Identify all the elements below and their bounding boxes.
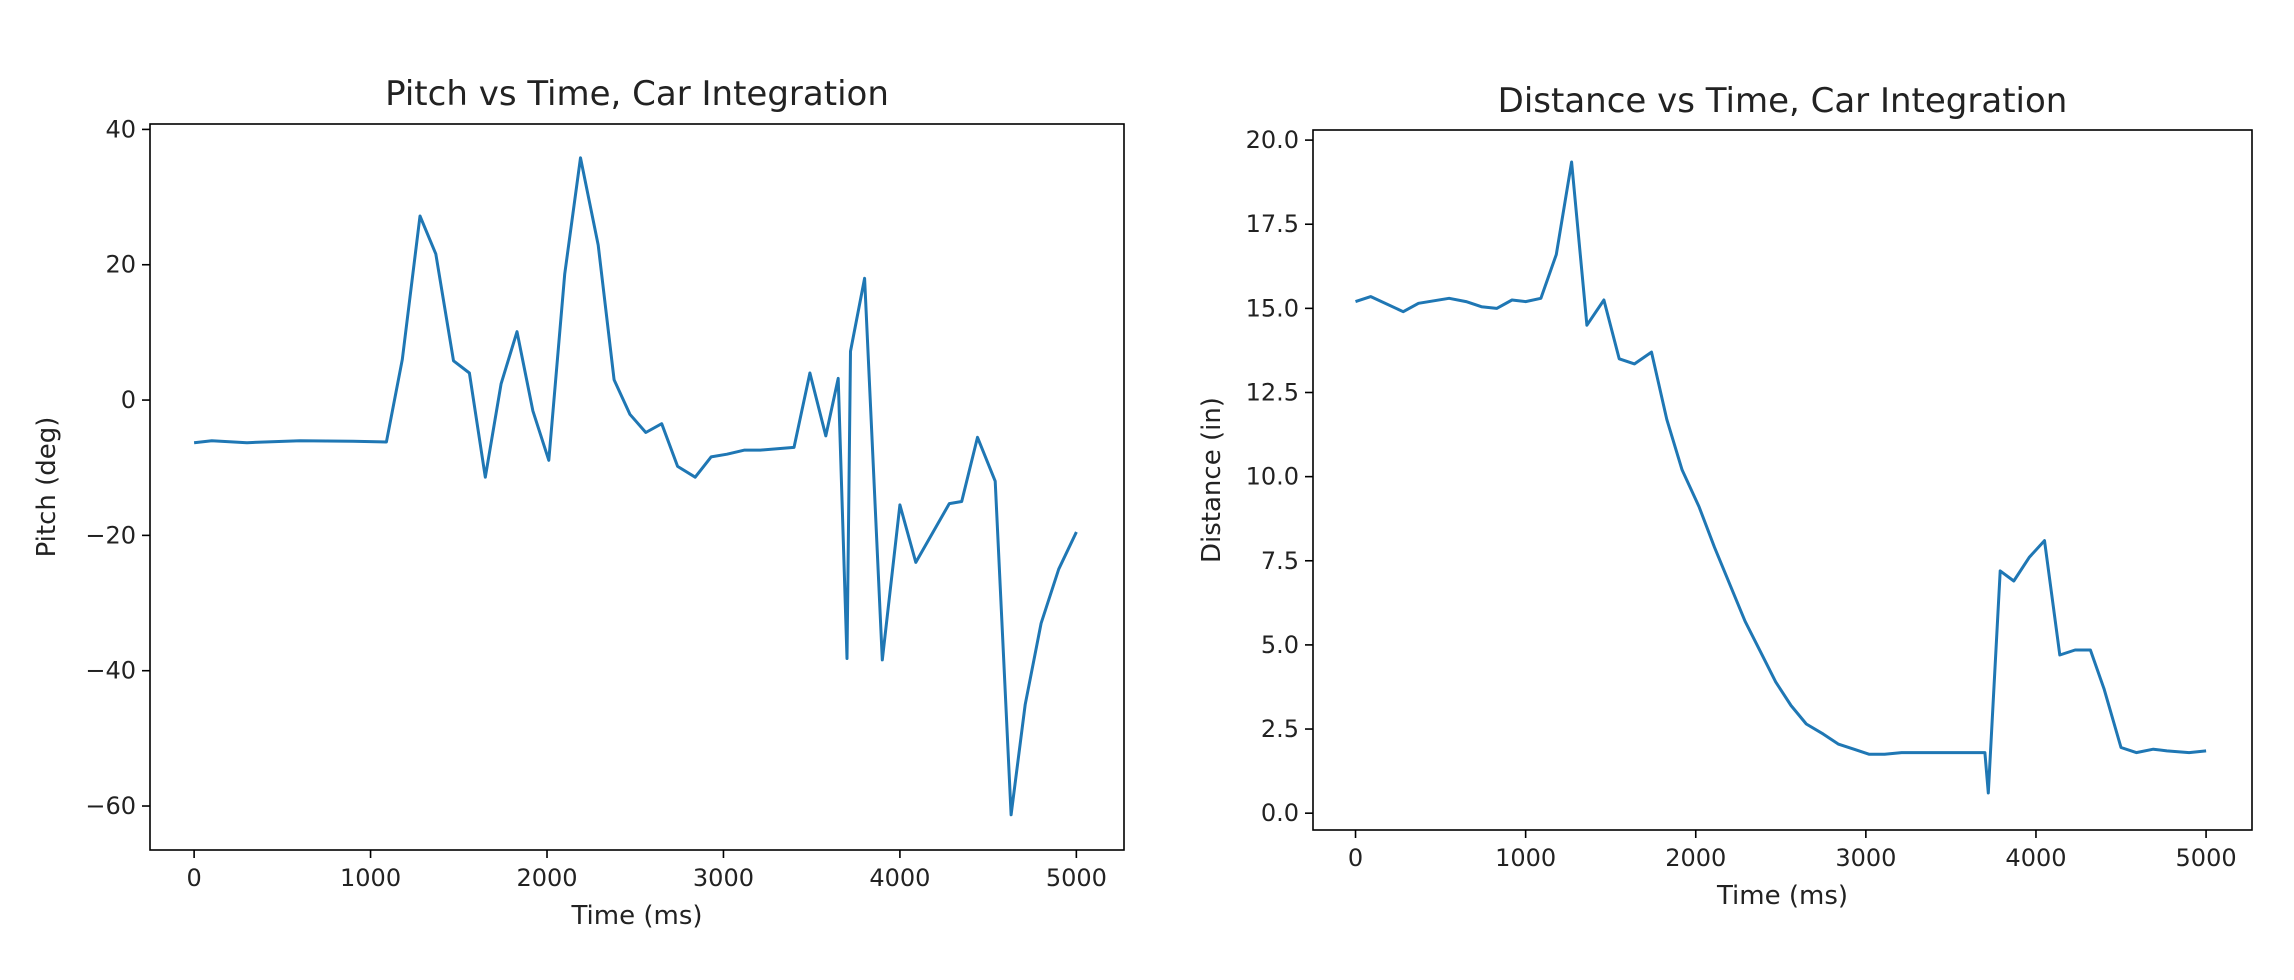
distance-x-axis-label: Time (ms)	[1716, 881, 1848, 911]
pitch-chart: Pitch vs Time, Car Integration 0 1000 2000 3…	[32, 74, 1125, 931]
pitch-x-tick-label: 3000	[693, 864, 754, 892]
pitch-y-tick-label: 20	[105, 251, 136, 279]
pitch-x-tick-label: 5000	[1046, 864, 1107, 892]
pitch-y-tick-label: 0	[121, 386, 136, 414]
distance-series-line	[1355, 160, 2207, 795]
distance-x-tick-label: 1000	[1495, 844, 1556, 872]
pitch-axes-frame	[149, 123, 1125, 851]
pitch-y-tick-label: −40	[85, 657, 136, 685]
distance-x-tick-label: 0	[1348, 844, 1363, 872]
distance-y-tick-label: 15.0	[1246, 294, 1299, 322]
distance-y-axis-label: Distance (in)	[1197, 397, 1227, 563]
distance-y-tick-label: 10.0	[1246, 463, 1299, 491]
distance-y-tick-label: 12.5	[1246, 379, 1299, 407]
distance-y-tick-label: 20.0	[1246, 126, 1299, 154]
distance-y-tick-label: 2.5	[1261, 715, 1299, 743]
pitch-chart-title: Pitch vs Time, Car Integration	[385, 74, 889, 114]
distance-x-tick-label: 3000	[1835, 844, 1896, 872]
pitch-y-tick-label: −20	[85, 521, 136, 549]
pitch-x-tick-label: 0	[186, 864, 201, 892]
pitch-x-axis-label: Time (ms)	[570, 901, 702, 931]
pitch-y-tick-label: 40	[105, 115, 136, 143]
distance-y-tick-label: 7.5	[1261, 547, 1299, 575]
pitch-y-tick-label: −60	[85, 792, 136, 820]
pitch-x-tick-label: 2000	[516, 864, 577, 892]
distance-y-tick-label: 17.5	[1246, 210, 1299, 238]
pitch-y-axis-label: Pitch (deg)	[32, 417, 62, 558]
pitch-x-tick-label: 1000	[340, 864, 401, 892]
distance-y-tick-label: 5.0	[1261, 631, 1299, 659]
pitch-series-line	[193, 156, 1078, 817]
distance-x-tick-label: 4000	[2005, 844, 2066, 872]
distance-chart: Distance vs Time, Car Integration 0 1000 20…	[1197, 81, 2253, 911]
pitch-x-tick-label: 4000	[869, 864, 930, 892]
distance-x-tick-label: 2000	[1665, 844, 1726, 872]
distance-y-tick-label: 0.0	[1261, 799, 1299, 827]
distance-chart-title: Distance vs Time, Car Integration	[1498, 81, 2068, 121]
distance-x-tick-label: 5000	[2176, 844, 2237, 872]
distance-axes-frame	[1312, 129, 2253, 831]
